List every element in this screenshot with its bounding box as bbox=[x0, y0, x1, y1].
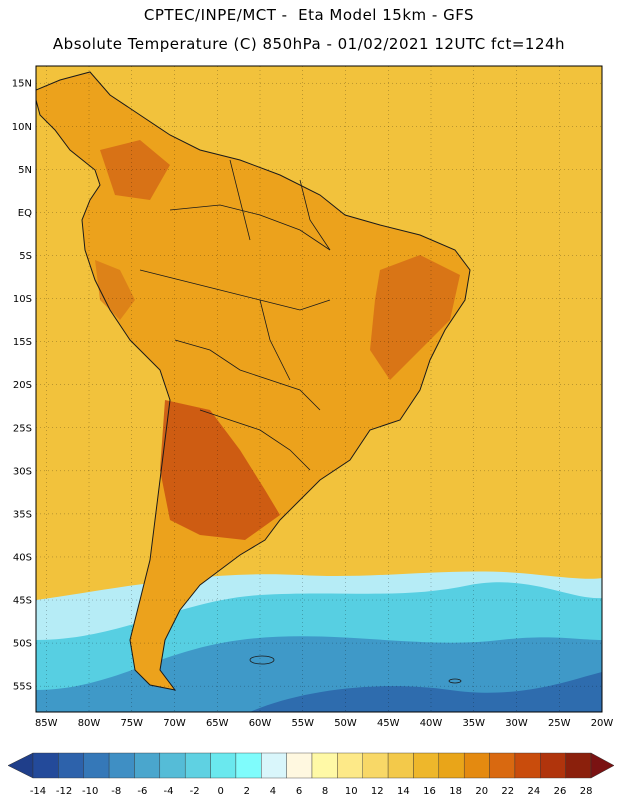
legend-swatch bbox=[261, 752, 287, 779]
legend-label: -14 bbox=[30, 786, 46, 797]
legend-label: 16 bbox=[423, 786, 436, 797]
latitude-label: 10N bbox=[12, 122, 32, 133]
longitude-label: 65W bbox=[206, 718, 229, 729]
coastline bbox=[36, 71, 471, 691]
legend-swatch bbox=[387, 752, 414, 779]
legend-swatch bbox=[311, 752, 338, 779]
legend-swatch bbox=[540, 752, 566, 779]
latitude-label: 55S bbox=[13, 682, 32, 693]
longitude-label: 45W bbox=[377, 718, 400, 729]
warm-area-andes-north bbox=[100, 140, 170, 200]
longitude-label: 50W bbox=[334, 718, 357, 729]
latitude-label: 45S bbox=[13, 596, 32, 607]
legend-label: -10 bbox=[82, 786, 98, 797]
legend-label: 10 bbox=[345, 786, 358, 797]
legend-label: -12 bbox=[56, 786, 72, 797]
legend-label: 0 bbox=[218, 786, 224, 797]
legend-swatch bbox=[83, 752, 110, 779]
map-title-line-2: Absolute Temperature (C) 850hPa - 01/02/… bbox=[52, 35, 566, 53]
falkland-islands bbox=[249, 655, 275, 665]
legend-swatch bbox=[286, 752, 313, 779]
warm-area-peru-coast bbox=[95, 260, 135, 320]
latitude-label: EQ bbox=[18, 208, 32, 219]
legend-label: 14 bbox=[397, 786, 410, 797]
longitude-label: 75W bbox=[120, 718, 143, 729]
longitude-label: 80W bbox=[78, 718, 101, 729]
legend-swatch bbox=[362, 752, 389, 779]
legend-swatch bbox=[32, 752, 59, 779]
latitude-label: 30S bbox=[13, 466, 32, 477]
south-georgia-island bbox=[448, 678, 462, 684]
warm-area-chaco-argentina bbox=[160, 400, 280, 540]
legend-label: 26 bbox=[554, 786, 567, 797]
latitude-labels: 15N 10N 5N EQ 5S 10S 15S 20S 25S 30S 35S 40S 45S 50S 5… bbox=[12, 79, 32, 693]
latitude-label: 40S bbox=[13, 552, 32, 563]
map-frame bbox=[35, 65, 603, 713]
latitude-label: 15S bbox=[13, 337, 32, 348]
legend-underflow-arrow bbox=[7, 752, 34, 779]
legend-label: 12 bbox=[371, 786, 384, 797]
longitude-labels: 85W 80W 75W 70W 65W 60W 55W 50W 45W 40W 35W 30W 25W 2… bbox=[35, 718, 613, 729]
latitude-label: 25S bbox=[13, 423, 32, 434]
latitude-label: 5S bbox=[19, 251, 32, 262]
legend-label: 2 bbox=[244, 786, 250, 797]
legend-label: -8 bbox=[111, 786, 121, 797]
legend-swatch bbox=[413, 752, 440, 779]
legend-label: 18 bbox=[449, 786, 462, 797]
legend-label: 4 bbox=[270, 786, 276, 797]
latitude-label: 15N bbox=[12, 79, 32, 90]
legend-swatch bbox=[108, 752, 135, 779]
legend-swatch bbox=[438, 752, 465, 779]
country-borders bbox=[139, 159, 331, 471]
legend-label: 24 bbox=[528, 786, 541, 797]
legend-swatch bbox=[134, 752, 161, 779]
cold-band-dark-blue bbox=[250, 672, 602, 712]
legend-overflow-arrow bbox=[590, 752, 615, 779]
latitude-label: 35S bbox=[13, 509, 32, 520]
legend-label: 6 bbox=[296, 786, 302, 797]
warm-area-northeast-brazil bbox=[370, 255, 460, 380]
south-america-land bbox=[36, 72, 470, 690]
latitude-label: 10S bbox=[13, 294, 32, 305]
longitude-label: 25W bbox=[548, 718, 571, 729]
longitude-label: 20W bbox=[591, 718, 614, 729]
legend-swatch bbox=[514, 752, 541, 779]
longitude-label: 60W bbox=[249, 718, 272, 729]
legend-swatch bbox=[184, 752, 211, 779]
longitude-label: 35W bbox=[462, 718, 485, 729]
legend-label: 20 bbox=[475, 786, 488, 797]
latitude-label: 20S bbox=[13, 380, 32, 391]
color-legend: -14 -12 -10 -8 -6 -4 -2 0 2 4 6 8 10 12 14 16 18 20 22 24 26… bbox=[7, 752, 615, 797]
map-title-line-1: CPTEC/INPE/MCT - Eta Model 15km - GFS bbox=[143, 6, 475, 24]
legend-label: 28 bbox=[580, 786, 593, 797]
latitude-label: 50S bbox=[13, 639, 32, 650]
longitude-label: 40W bbox=[420, 718, 443, 729]
legend-swatch bbox=[565, 752, 592, 779]
legend-label: 22 bbox=[501, 786, 514, 797]
legend-swatch bbox=[489, 752, 516, 779]
legend-label: 8 bbox=[322, 786, 328, 797]
legend-label: -4 bbox=[164, 786, 174, 797]
legend-label: -2 bbox=[190, 786, 200, 797]
legend-swatch bbox=[337, 752, 363, 779]
map-field bbox=[36, 66, 602, 712]
longitude-label: 30W bbox=[505, 718, 528, 729]
legend-swatch bbox=[235, 752, 262, 779]
legend-swatch bbox=[463, 752, 490, 779]
legend-swatch bbox=[58, 752, 84, 779]
legend-swatch bbox=[159, 752, 186, 779]
longitude-label: 70W bbox=[163, 718, 186, 729]
legend-label: -6 bbox=[137, 786, 147, 797]
longitude-label: 85W bbox=[35, 718, 58, 729]
latitude-label: 5N bbox=[18, 165, 32, 176]
longitude-label: 55W bbox=[291, 718, 314, 729]
legend-swatch bbox=[210, 752, 237, 779]
